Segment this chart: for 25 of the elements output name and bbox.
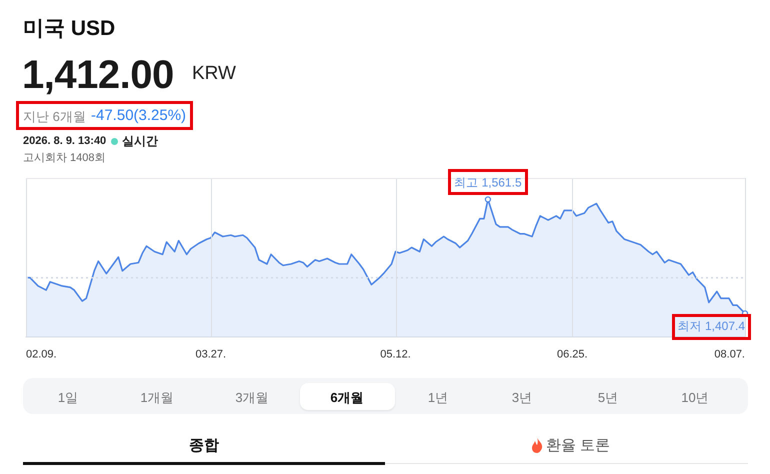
- text: 10년: [681, 390, 709, 405]
- text: 6개월: [330, 390, 364, 405]
- text: 3년: [512, 390, 532, 405]
- text: 종합: [189, 437, 219, 454]
- x-tick-label: 08.07.: [714, 348, 745, 360]
- x-tick-label: 03.27.: [195, 348, 226, 360]
- text: 지난 6개월: [23, 109, 86, 124]
- x-tick-label: 02.09.: [26, 348, 57, 360]
- text: 실시간: [122, 134, 158, 148]
- x-tick-label: 05.12.: [380, 348, 411, 360]
- text: 고시회차 1408회: [23, 152, 106, 164]
- text: 5년: [598, 390, 618, 405]
- chart-subtitle: 1,412.00: [22, 53, 174, 97]
- text: KRW: [192, 63, 236, 84]
- text: 1개월: [140, 390, 174, 405]
- text: -47.50(3.25%): [91, 107, 186, 124]
- text: 환율 토론: [546, 437, 610, 454]
- text: 3개월: [235, 390, 269, 405]
- chart-title: 미국 USD: [23, 17, 116, 40]
- annotation: 최고 1,561.5: [454, 176, 522, 190]
- text: 1일: [58, 390, 78, 405]
- text: 1년: [428, 390, 448, 405]
- x-tick-label: 06.25.: [556, 348, 588, 360]
- annotation: 최저 1,407.4: [678, 318, 746, 333]
- text: 2026. 8. 9. 13:40: [23, 135, 106, 147]
